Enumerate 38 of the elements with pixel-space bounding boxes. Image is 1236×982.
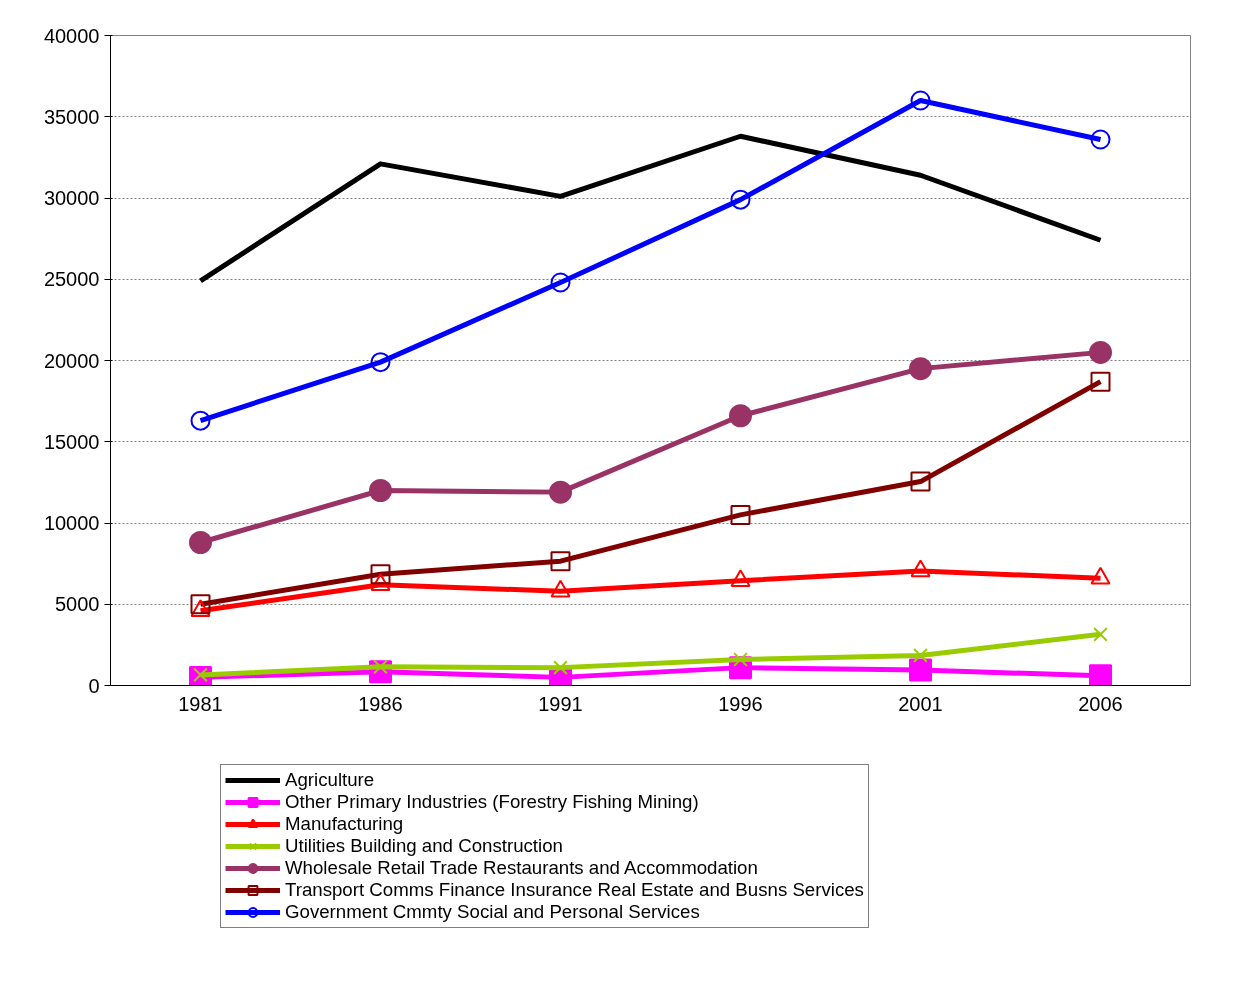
y-tick-label: 30000: [43, 187, 100, 209]
point: [550, 551, 571, 572]
legend-label: Agriculture: [285, 769, 375, 791]
x-tick-label: 1991: [538, 692, 583, 715]
point: [550, 272, 571, 293]
y-tick-label: 40000: [43, 24, 100, 47]
point: [1090, 371, 1111, 392]
point: [553, 660, 568, 675]
point: [370, 564, 391, 585]
x-tick-label: 1986: [358, 692, 403, 715]
point: [730, 189, 751, 210]
x-tick-label: 2006: [1078, 692, 1123, 715]
legend-label: Government Cmmty Social and Personal Services: [285, 901, 700, 923]
point: [913, 648, 928, 663]
y-tick-label: 15000: [43, 430, 100, 453]
point: [733, 652, 748, 667]
x-tick-label: 1981: [178, 692, 223, 715]
point: [730, 504, 751, 525]
point: [1090, 129, 1111, 150]
point: [370, 352, 391, 373]
point: [190, 594, 211, 615]
point: [190, 410, 211, 431]
y-tick-label: 20000: [43, 349, 100, 372]
point: [910, 471, 931, 492]
x-tick-label: 2001: [898, 692, 943, 715]
y-tick-label: 10000: [43, 512, 100, 534]
legend-label: Utilities Building and Construction: [285, 835, 563, 857]
legend-label: Transport Comms Finance Insurance Real Estate and Busns Services: [285, 879, 864, 901]
legend-label: Wholesale Retail Trade Restaurants and Accommodation: [285, 857, 758, 879]
point: [1093, 626, 1108, 642]
point: [910, 90, 931, 111]
y-tick-label: 0: [88, 674, 100, 697]
y-tick-label: 25000: [43, 268, 100, 291]
x-tick-label: 1996: [718, 692, 763, 715]
legend-label: Other Primary Industries (Forestry Fishing Mining): [285, 791, 699, 813]
legend-label: Manufacturing: [285, 813, 404, 835]
y-tick-label: 35000: [43, 105, 100, 128]
y-tick-label: 5000: [55, 593, 100, 616]
